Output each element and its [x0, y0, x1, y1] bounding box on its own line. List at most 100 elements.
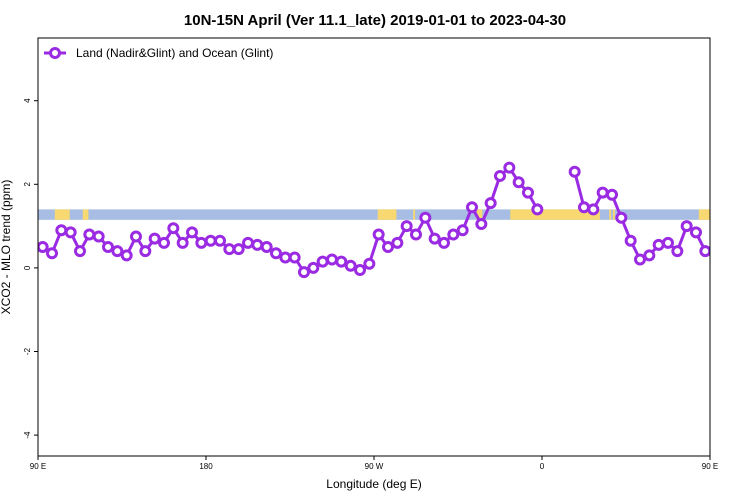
series-layer: [38, 161, 710, 279]
data-point: [83, 228, 96, 241]
x-tick-label: 90 W: [365, 462, 384, 471]
data-point: [503, 161, 516, 174]
y-tick-label: -2: [23, 347, 32, 355]
legend-marker-swatch: [49, 47, 61, 59]
x-axis-ticks: 90 E 180 90 W 0 90 E: [30, 456, 718, 471]
data-point: [148, 232, 161, 245]
data-point: [587, 203, 600, 216]
data-point: [596, 186, 609, 199]
land-segment: [510, 209, 600, 220]
data-point: [410, 228, 422, 241]
land-segment: [54, 209, 70, 220]
data-point: [690, 226, 702, 239]
data-point: [316, 255, 329, 268]
data-point: [699, 245, 710, 258]
data-point: [335, 255, 348, 268]
data-point: [363, 257, 376, 270]
y-axis-label: XCO2 - MLO trend (ppm): [0, 180, 13, 315]
y-tick-label: 4: [23, 98, 32, 103]
data-point: [204, 234, 217, 247]
data-point: [130, 230, 142, 243]
x-tick-label: 0: [540, 462, 545, 471]
data-point: [382, 241, 394, 253]
land-segment: [413, 209, 416, 220]
data-point: [456, 224, 469, 237]
data-point: [74, 245, 86, 258]
data-point: [400, 220, 413, 233]
data-point: [615, 211, 628, 224]
data-point: [643, 249, 656, 262]
data-point: [512, 176, 525, 189]
y-axis-ticks: -4 -2 0 2 4: [23, 98, 38, 439]
data-point: [260, 241, 273, 253]
data-point: [120, 249, 133, 262]
data-point: [438, 236, 450, 249]
data-point: [624, 234, 637, 247]
data-point: [158, 236, 170, 249]
data-point: [447, 228, 460, 241]
data-point: [288, 251, 301, 264]
data-point: [606, 188, 618, 201]
x-axis-label: Longitude (deg E): [326, 477, 421, 491]
data-point: [531, 203, 544, 216]
data-point: [307, 261, 320, 274]
data-point: [652, 238, 665, 251]
data-point: [64, 226, 77, 239]
land-segment: [612, 209, 615, 220]
legend-label: Land (Nadir&Glint) and Ocean (Glint): [76, 46, 273, 60]
data-point: [186, 226, 198, 239]
data-point: [102, 241, 114, 253]
data-point: [475, 218, 488, 231]
data-point: [176, 236, 189, 249]
land-segment: [609, 209, 612, 220]
data-point: [167, 222, 180, 235]
data-point: [634, 253, 646, 266]
data-point: [662, 236, 674, 249]
data-point: [279, 251, 292, 264]
data-point: [354, 263, 366, 276]
data-point: [251, 238, 264, 251]
data-point: [242, 236, 254, 249]
data-point: [680, 220, 693, 233]
data-point: [38, 241, 49, 253]
x-tick-label: 90 E: [702, 462, 718, 471]
x-tick-label: 180: [199, 462, 213, 471]
data-point: [111, 245, 124, 258]
data-point: [46, 247, 58, 260]
data-point: [428, 232, 441, 245]
data-point: [298, 266, 310, 279]
y-tick-label: 2: [23, 182, 32, 187]
data-point: [466, 201, 478, 214]
data-point: [568, 165, 581, 178]
land-segment: [698, 209, 710, 220]
data-point: [214, 234, 226, 247]
land-segment: [377, 209, 397, 220]
data-point: [484, 197, 497, 210]
legend: Land (Nadir&Glint) and Ocean (Glint): [44, 46, 273, 60]
land-segment: [82, 209, 89, 220]
data-point: [139, 245, 152, 258]
ocean-band: [38, 209, 710, 220]
data-point: [270, 247, 282, 260]
chart-title: 10N-15N April (Ver 11.1_late) 2019-01-01…: [184, 12, 566, 29]
data-point: [232, 243, 245, 256]
data-point: [578, 201, 590, 214]
data-point: [326, 253, 338, 266]
data-point: [372, 228, 385, 241]
data-point: [92, 230, 105, 243]
y-tick-label: 0: [23, 265, 32, 270]
y-tick-label: -4: [23, 431, 32, 439]
data-point: [391, 236, 404, 249]
land-segment: [476, 209, 483, 220]
data-point: [55, 224, 68, 237]
data-point: [522, 186, 534, 199]
data-point: [195, 236, 208, 249]
data-point: [671, 245, 684, 258]
data-point: [419, 211, 432, 224]
data-point: [223, 243, 236, 256]
data-point: [344, 259, 357, 272]
land-mask-band: [38, 209, 710, 220]
data-point: [494, 169, 506, 182]
